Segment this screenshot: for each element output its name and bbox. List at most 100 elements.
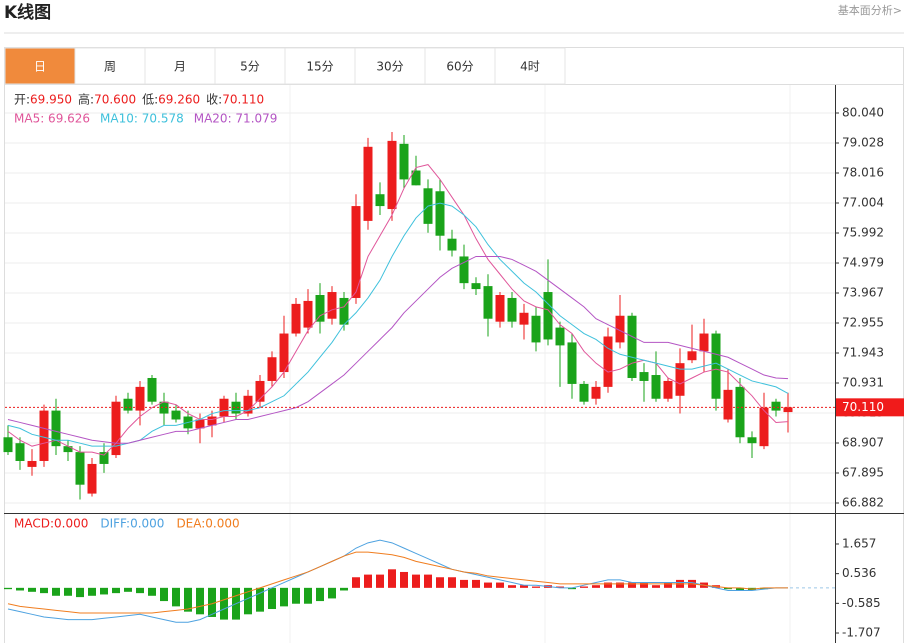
tab-label[interactable]: 30分 — [376, 60, 403, 74]
candle-body — [639, 372, 649, 381]
candle-body — [531, 315, 541, 343]
tab-bg[interactable] — [214, 47, 286, 85]
macd-bar — [580, 586, 588, 588]
macd-bar — [196, 587, 204, 615]
info-value: 70.110 — [222, 93, 264, 107]
macd-bar — [136, 587, 144, 594]
tab-bg[interactable] — [424, 47, 496, 85]
macd-bar — [88, 587, 96, 596]
indicator-line — [7, 255, 789, 444]
panel-frame — [4, 47, 904, 643]
candle-body — [135, 386, 145, 411]
macd-bar — [736, 587, 744, 591]
tab-label[interactable]: 周 — [104, 60, 116, 74]
tab-label[interactable]: 4时 — [520, 60, 540, 74]
candle-body — [339, 297, 349, 325]
candle-body — [63, 446, 73, 453]
indicator-line — [7, 551, 788, 614]
candle-body — [75, 452, 85, 485]
macd-bar — [112, 587, 120, 594]
candle-body — [219, 398, 229, 417]
candle-body — [603, 336, 613, 387]
candle-body — [267, 357, 277, 381]
tab-label[interactable]: 15分 — [306, 60, 333, 74]
candle-body — [555, 327, 565, 346]
macd-bar — [412, 574, 420, 588]
candle-body — [483, 286, 493, 319]
candle-body — [87, 463, 97, 494]
macd-bar — [568, 587, 576, 590]
macd-bar — [472, 579, 480, 588]
candle-body — [195, 419, 205, 429]
candle-body — [459, 256, 469, 284]
candle-body — [123, 398, 133, 411]
candle-body — [567, 342, 577, 384]
candle-body — [543, 292, 553, 340]
candle-body — [291, 303, 301, 334]
candle-body — [39, 410, 49, 461]
macd-bar — [520, 585, 528, 588]
macd-bar — [352, 577, 360, 588]
tab-bg[interactable] — [144, 47, 216, 85]
tab-bg[interactable] — [354, 47, 426, 85]
macd-bar — [64, 587, 72, 596]
macd-bar — [460, 579, 468, 588]
y-tick-label: 72.955 — [842, 316, 884, 330]
macd-bar — [52, 587, 60, 596]
tab-bg[interactable] — [74, 47, 146, 85]
tab-label[interactable]: 月 — [174, 60, 186, 74]
y-tick-label: -0.585 — [842, 596, 881, 610]
macd-bar — [424, 574, 432, 588]
y-tick-label: 78.016 — [842, 166, 884, 180]
candle-body — [507, 297, 517, 322]
macd-bar — [652, 585, 660, 588]
y-tick-label: 75.992 — [842, 225, 884, 239]
candle-body — [411, 170, 421, 186]
candle-body — [615, 315, 625, 343]
candle-body — [111, 401, 121, 456]
tab-bg[interactable] — [4, 47, 76, 85]
candle-body — [387, 140, 397, 210]
indicator-line — [7, 164, 789, 456]
y-tick-label: -1.707 — [842, 626, 881, 640]
macd-bar — [280, 587, 288, 607]
y-tick-label: 73.967 — [842, 286, 884, 300]
candle-body — [579, 383, 589, 402]
macd-bar — [604, 582, 612, 588]
macd-bar — [40, 587, 48, 594]
indicator-line — [7, 539, 788, 623]
candle-body — [435, 191, 445, 236]
y-tick-label: 79.028 — [842, 136, 884, 150]
macd-bar — [340, 587, 348, 591]
fundamental-link[interactable]: 基本面分析> — [838, 3, 902, 17]
macd-bar — [592, 585, 600, 588]
legend-entry: MACD:0.000 — [14, 517, 88, 531]
candle-body — [27, 460, 37, 467]
macd-bar — [400, 571, 408, 588]
macd-bar — [364, 574, 372, 588]
tab-label[interactable]: 5分 — [240, 60, 260, 74]
candle-body — [207, 416, 217, 426]
candle-body — [627, 315, 637, 378]
macd-bar — [16, 587, 24, 591]
last-price-label: 70.110 — [842, 400, 884, 414]
candle-body — [51, 410, 61, 447]
y-tick-label: 80.040 — [842, 106, 884, 120]
candle-body — [279, 333, 289, 373]
macd-bar — [316, 587, 324, 602]
candle-body — [675, 363, 685, 396]
candle-body — [15, 443, 25, 461]
macd-bar — [76, 587, 84, 598]
tab-label[interactable]: 60分 — [446, 60, 473, 74]
tab-bg[interactable] — [494, 47, 566, 85]
macd-bar — [496, 582, 504, 588]
tab-label[interactable]: 日 — [34, 60, 46, 74]
y-tick-label: 70.931 — [842, 375, 884, 389]
macd-bar — [268, 587, 276, 610]
legend-entry: MA5: 69.626 — [14, 112, 90, 126]
macd-bar — [532, 586, 540, 588]
macd-bar — [220, 587, 228, 620]
candle-body — [699, 333, 709, 352]
candle-body — [771, 401, 781, 411]
macd-bar — [556, 586, 564, 588]
